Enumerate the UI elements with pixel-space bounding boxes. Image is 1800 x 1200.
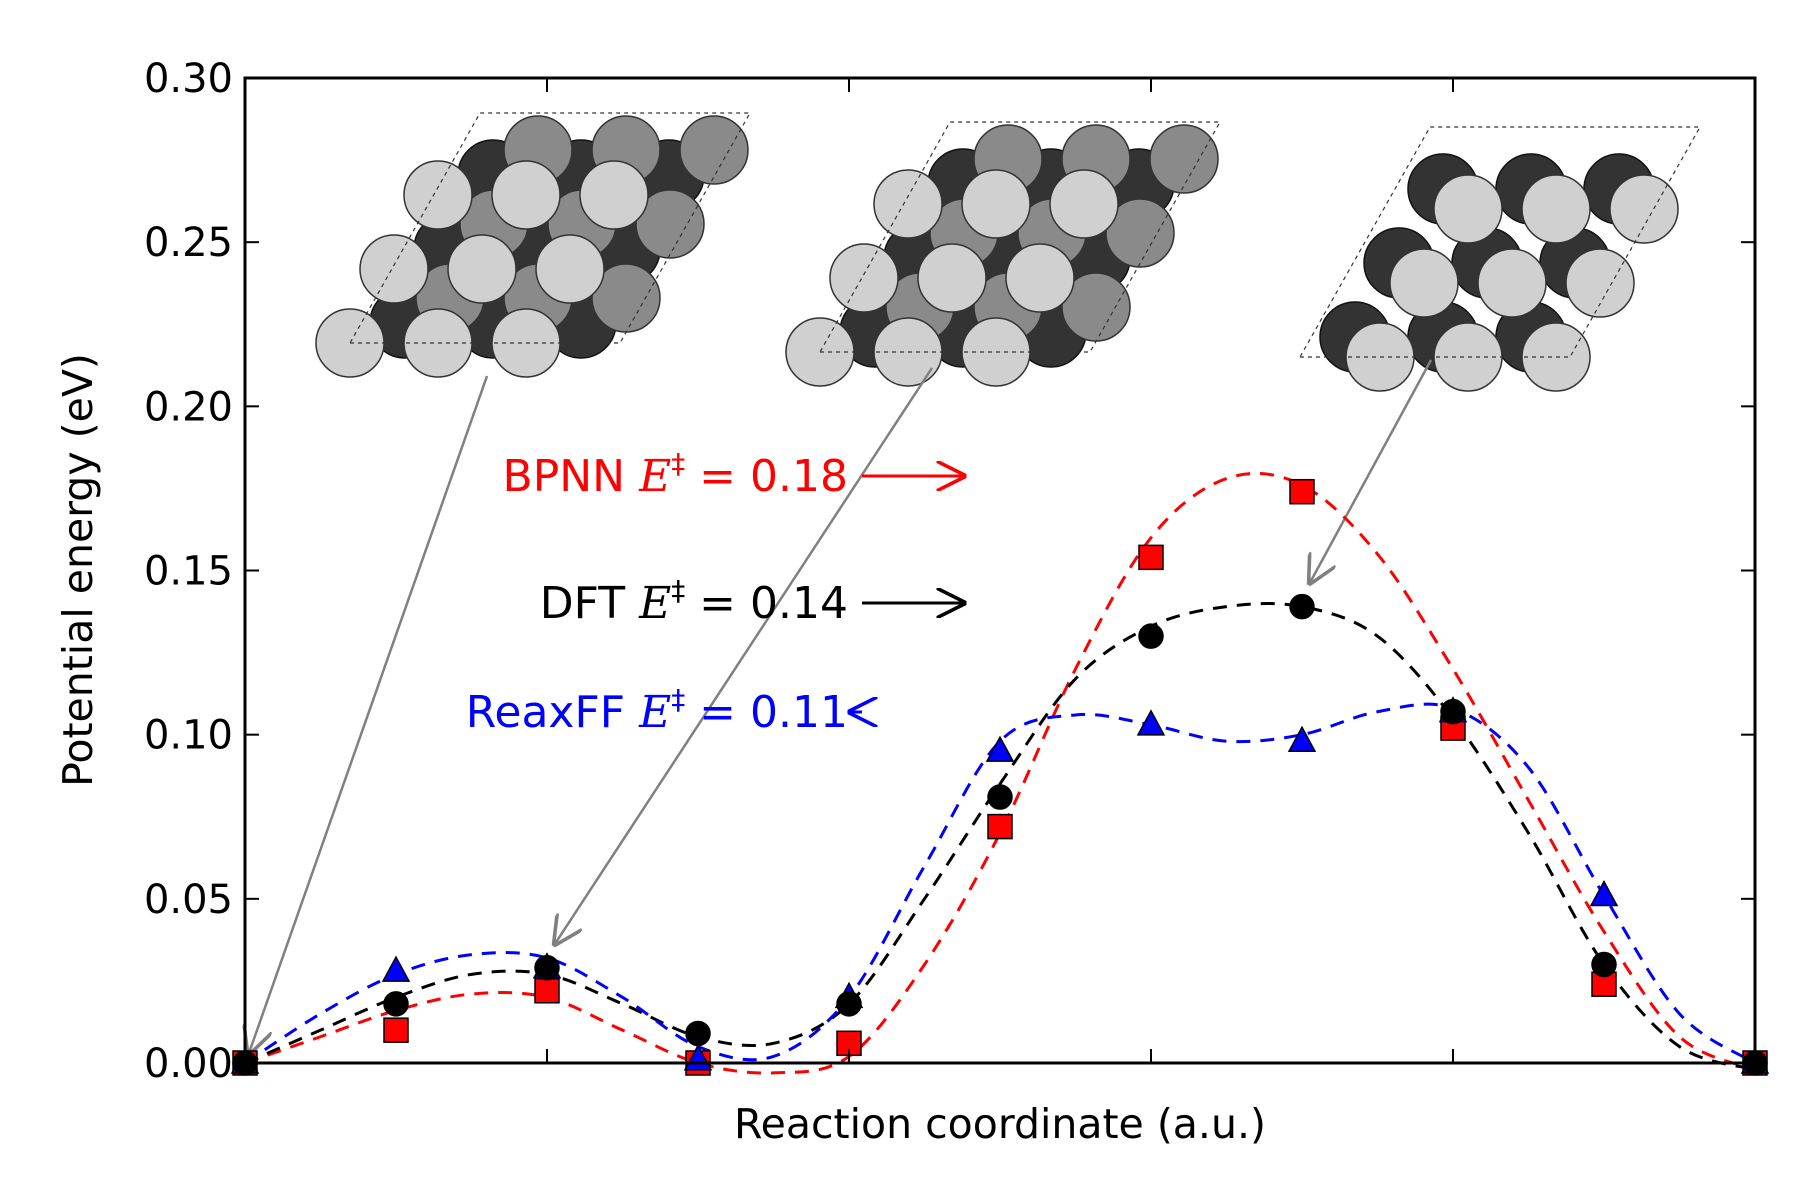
y-tick-label: 0.20 (144, 384, 233, 430)
atom (1433, 174, 1503, 244)
data-points (230, 478, 1770, 1076)
atom (1521, 174, 1591, 244)
annotation-symbol: E (638, 687, 671, 738)
annotation-method: ReaxFF (466, 687, 639, 738)
inset-pointer-arrow (1310, 359, 1433, 583)
annotation-method: DFT (540, 578, 639, 629)
data-point-bpnn (987, 813, 1013, 840)
inset-pointer-arrow (249, 375, 489, 1053)
barrier-annotation: BPNN E‡ = 0.18 (503, 447, 848, 502)
data-point-bpnn (1138, 544, 1164, 571)
structure-inset (1298, 126, 1702, 392)
atom (491, 160, 561, 230)
fit-curve-dft (244, 602, 1756, 1072)
atom (359, 234, 429, 304)
atom (1149, 124, 1219, 194)
data-point-bpnn (383, 1017, 409, 1043)
data-point-reaxff (1287, 725, 1317, 752)
y-tick-label: 0.15 (144, 549, 233, 595)
axis-ticks: 0.00 0.05 0.10 0.15 0.20 0.25 0.30 (144, 56, 1755, 1087)
atom (447, 234, 517, 304)
atom (1565, 248, 1635, 318)
barrier-annotation: DFT E‡ = 0.14 (540, 574, 848, 629)
data-point-dft (1289, 593, 1315, 620)
data-point-reaxff (381, 955, 411, 982)
y-axis-title: Potential energy (eV) (54, 353, 102, 787)
pointer-arrows (249, 359, 1433, 1053)
annotation-value: = 0.18 (685, 451, 848, 502)
atom (1477, 248, 1547, 318)
data-point-dft (836, 991, 862, 1017)
atom (403, 160, 473, 230)
atom (1389, 248, 1459, 318)
unit-cell-outline (818, 121, 1222, 353)
annotation-symbol: E (638, 451, 671, 502)
data-point-dft (1138, 623, 1164, 649)
atom (1609, 174, 1679, 244)
y-tick-label: 0.25 (144, 220, 233, 266)
y-tick-label: 0.30 (144, 56, 233, 102)
annotation-value: = 0.14 (685, 578, 848, 629)
annotation-method: BPNN (503, 451, 640, 502)
atom (535, 234, 605, 304)
annotation-superscript: ‡ (671, 683, 685, 716)
unit-cell-outline (348, 112, 752, 344)
annotation-superscript: ‡ (671, 574, 685, 607)
data-point-dft (987, 784, 1013, 810)
atom (1105, 198, 1175, 268)
data-point-reaxff (1136, 709, 1166, 736)
atom (961, 169, 1031, 239)
atom (679, 115, 749, 185)
structure-inset (785, 121, 1222, 387)
data-point-reaxff (985, 735, 1015, 762)
data-point-dft (1440, 698, 1466, 725)
atom (1049, 169, 1119, 239)
annotation-value: = 0.11 (685, 687, 848, 738)
atom (1005, 243, 1075, 313)
annotation-superscript: ‡ (671, 447, 685, 480)
atom (829, 243, 899, 313)
data-point-dft (383, 991, 409, 1017)
y-tick-label: 0.00 (144, 1041, 233, 1087)
x-axis-title: Reaction coordinate (a.u.) (734, 1100, 1266, 1148)
annotation-symbol: E (638, 578, 671, 629)
atom (635, 189, 705, 259)
atom (873, 169, 943, 239)
structure-insets (315, 112, 1702, 392)
atom (579, 160, 649, 230)
data-point-bpnn (1289, 478, 1315, 505)
data-point-bpnn (534, 978, 560, 1004)
inset-pointer-arrow (555, 367, 934, 944)
data-point-dft (534, 955, 560, 981)
data-point-dft (1591, 951, 1617, 978)
data-point-dft (685, 1020, 711, 1047)
y-tick-label: 0.05 (144, 877, 233, 923)
y-tick-label: 0.10 (144, 713, 233, 759)
structure-inset (315, 112, 752, 378)
unit-cell-outline (1298, 126, 1702, 358)
data-point-reaxff (1589, 879, 1619, 907)
atom (917, 243, 987, 313)
barrier-annotation: ReaxFF E‡ = 0.11 (466, 683, 848, 738)
